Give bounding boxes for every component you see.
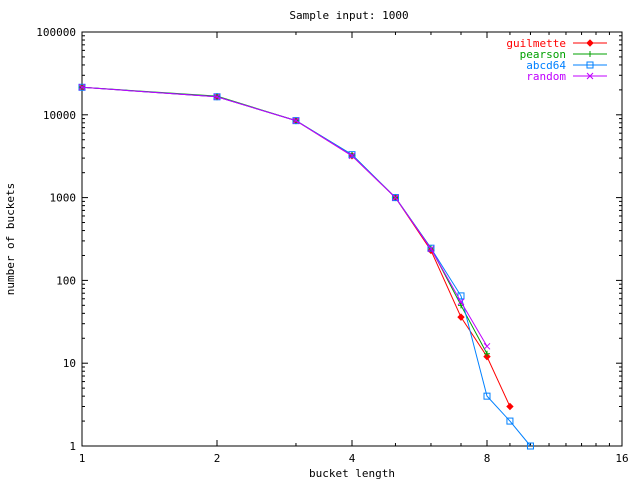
- legend-marker: [586, 61, 594, 69]
- x-tick-label: 8: [484, 452, 491, 465]
- y-tick-label: 1: [69, 440, 76, 453]
- series-line: [81, 86, 488, 355]
- series-abcd64: [78, 83, 534, 450]
- series-line: [81, 86, 531, 447]
- legend-label: guilmette: [506, 37, 566, 50]
- legend-marker: [587, 51, 593, 57]
- legend-label: random: [526, 70, 566, 83]
- data-point: [392, 194, 399, 201]
- series-guilmette: [78, 83, 514, 411]
- legend-item: guilmette: [506, 37, 607, 50]
- data-point: [483, 342, 491, 350]
- data-point: [348, 151, 356, 159]
- legend-marker: [586, 72, 594, 80]
- y-axis-label: number of buckets: [4, 183, 17, 296]
- data-point: [484, 350, 490, 357]
- x-tick-label: 4: [349, 452, 356, 465]
- y-tick-label: 10000: [43, 109, 76, 122]
- data-point: [506, 417, 514, 425]
- data-point: [292, 117, 300, 124]
- data-point: [483, 392, 491, 400]
- data-point: [457, 298, 465, 306]
- legend-item: abcd64: [526, 59, 607, 72]
- x-tick-label: 16: [615, 452, 628, 465]
- series-layer: [78, 83, 534, 450]
- data-point: [78, 83, 86, 91]
- axis-ticks: 1 2 4 8 16 1 10 100 1000 10000 100000: [36, 26, 628, 465]
- data-point: [348, 152, 356, 160]
- chart-title: Sample input: 1000: [289, 9, 408, 22]
- series-line: [81, 86, 488, 347]
- data-point: [292, 117, 300, 125]
- data-point: [427, 244, 435, 252]
- y-tick-label: 1000: [50, 192, 77, 205]
- data-point: [526, 442, 534, 450]
- data-point: [457, 313, 465, 321]
- legend-item: pearson: [520, 48, 607, 61]
- x-tick-label: 1: [79, 452, 86, 465]
- legend-label: pearson: [520, 48, 566, 61]
- plot-frame: [81, 31, 623, 447]
- series-random: [78, 83, 491, 350]
- data-point: [506, 402, 514, 411]
- legend-item: random: [526, 70, 607, 83]
- x-axis-label: bucket length: [309, 467, 395, 480]
- data-point: [391, 194, 399, 202]
- x-tick-label: 2: [214, 452, 221, 465]
- y-tick-label: 100: [56, 274, 76, 287]
- legend-label: abcd64: [526, 59, 566, 72]
- data-point: [427, 245, 435, 253]
- y-tick-label: 10: [63, 357, 76, 370]
- legend-marker: [586, 39, 594, 47]
- y-tick-label: 100000: [36, 26, 76, 39]
- series-line: [81, 86, 511, 407]
- series-pearson: [79, 84, 490, 357]
- data-point: [213, 93, 221, 101]
